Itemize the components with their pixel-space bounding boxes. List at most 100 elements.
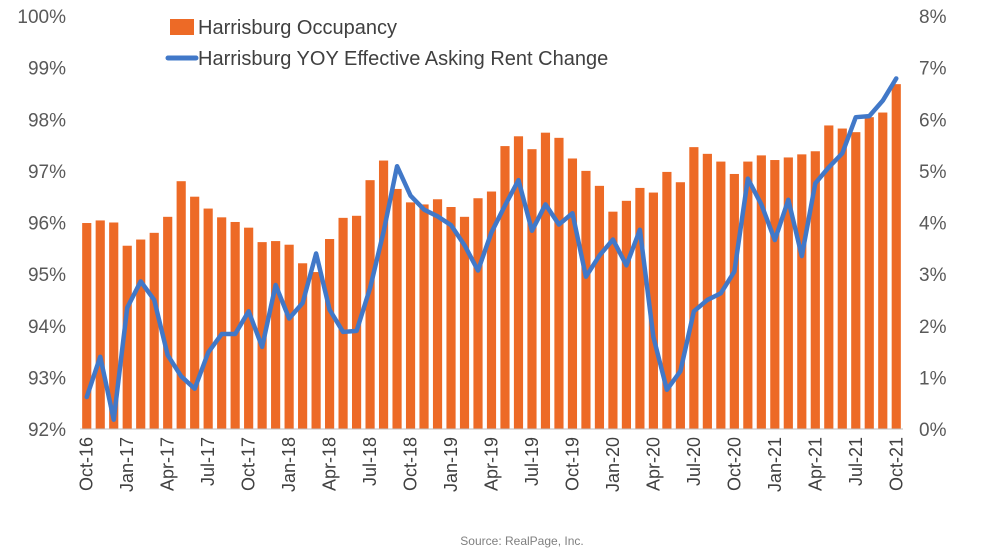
occupancy-bar <box>567 158 578 430</box>
occupancy-bars <box>82 84 901 430</box>
occupancy-bar <box>244 227 254 429</box>
occupancy-bar <box>365 180 375 429</box>
occupancy-bar <box>783 157 793 429</box>
legend-swatch-occupancy <box>170 19 194 35</box>
x-axis-tick-label: Oct-20 <box>724 437 744 491</box>
right-axis-tick-label: 0% <box>919 420 947 441</box>
x-axis-tick-label: Jan-17 <box>117 437 137 492</box>
occupancy-bar <box>810 151 820 429</box>
x-axis-tick-label: Jul-19 <box>522 437 542 486</box>
occupancy-bar <box>82 223 92 429</box>
x-axis-tick-label: Jan-18 <box>279 437 299 492</box>
occupancy-bar <box>513 136 524 430</box>
right-axis-tick-label: 7% <box>919 59 947 80</box>
occupancy-bar <box>109 222 119 429</box>
occupancy-bar <box>176 181 186 429</box>
x-axis-tick-label: Jan-20 <box>603 437 623 492</box>
x-axis-tick-label: Oct-16 <box>77 437 97 491</box>
occupancy-bar <box>851 132 861 429</box>
occupancy-bar <box>473 198 483 429</box>
x-axis-tick-label: Jul-20 <box>684 437 704 486</box>
occupancy-bar <box>163 216 173 429</box>
occupancy-bar <box>338 217 348 429</box>
rent-change-line <box>84 76 899 422</box>
occupancy-bar <box>136 239 146 429</box>
occupancy-bar <box>298 263 308 429</box>
occupancy-bar <box>689 147 699 429</box>
left-axis: 92% 93% 94% 95% 96% 97% 98% 99% 100% <box>17 7 66 441</box>
occupancy-bar <box>729 173 739 429</box>
x-axis-tick-label: Oct-18 <box>401 437 421 491</box>
occupancy-bar <box>230 221 240 429</box>
occupancy-bar <box>891 84 901 429</box>
left-axis-tick-label: 93% <box>28 368 66 389</box>
right-axis-tick-label: 4% <box>919 214 947 235</box>
x-axis-tick-label: Apr-17 <box>158 437 178 491</box>
occupancy-bar <box>419 204 429 429</box>
occupancy-bar <box>756 155 766 429</box>
occupancy-bar <box>500 146 510 429</box>
legend-label-occupancy: Harrisburg Occupancy <box>198 17 397 39</box>
occupancy-bar <box>662 171 672 429</box>
left-axis-tick-label: 94% <box>28 317 66 338</box>
occupancy-bar <box>95 220 105 429</box>
left-axis-tick-label: 95% <box>28 265 66 286</box>
rent-change-line-layer <box>84 76 899 422</box>
occupancy-bar <box>594 185 605 429</box>
occupancy-bar <box>527 149 537 429</box>
occupancy-bar <box>837 128 847 430</box>
occupancy-bar <box>486 191 497 429</box>
x-axis-tick-label: Jan-21 <box>765 437 785 492</box>
occupancy-bar <box>190 196 200 429</box>
x-axis-tick-label: Apr-18 <box>320 437 340 491</box>
occupancy-bar <box>405 202 416 429</box>
left-axis-tick-label: 97% <box>28 162 66 183</box>
occupancy-bar <box>770 160 780 429</box>
legend-label-rent-change: Harrisburg YOY Effective Asking Rent Cha… <box>198 48 608 70</box>
occupancy-bar <box>743 161 753 429</box>
occupancy-bar <box>824 125 834 429</box>
occupancy-bar <box>378 160 389 430</box>
left-axis-tick-label: 92% <box>28 420 66 441</box>
occupancy-bar <box>878 112 888 429</box>
right-axis-tick-label: 6% <box>919 110 947 131</box>
occupancy-bar <box>608 211 618 429</box>
occupancy-bar <box>122 245 132 429</box>
occupancy-bar <box>217 217 227 429</box>
x-axis-tick-label: Apr-21 <box>805 437 825 491</box>
left-axis-tick-label: 100% <box>17 7 66 28</box>
occupancy-bar <box>540 132 551 430</box>
x-axis-tick-label: Apr-20 <box>643 437 663 491</box>
x-axis-tick-label: Apr-19 <box>482 437 502 491</box>
occupancy-bar <box>864 117 874 430</box>
occupancy-bar <box>797 154 807 430</box>
occupancy-bar <box>554 137 564 429</box>
occupancy-bar <box>648 192 658 429</box>
left-axis-tick-label: 96% <box>28 214 66 235</box>
occupancy-bar <box>446 207 456 429</box>
occupancy-bar <box>392 188 402 429</box>
x-axis-tick-label: Jul-18 <box>360 437 380 486</box>
occupancy-bar <box>459 216 470 429</box>
x-axis-tick-label: Jan-19 <box>441 437 461 492</box>
occupancy-bar <box>621 200 631 429</box>
x-axis-tick-label: Jul-21 <box>846 437 866 486</box>
right-axis-tick-label: 1% <box>919 368 947 389</box>
x-axis-tick-label: Jul-17 <box>198 437 218 486</box>
right-axis-tick-label: 8% <box>919 7 947 28</box>
occupancy-bar <box>675 182 685 429</box>
occupancy-bar <box>702 153 712 429</box>
x-axis-tick-label: Oct-21 <box>886 437 906 491</box>
left-axis-tick-label: 99% <box>28 59 66 80</box>
legend: Harrisburg Occupancy Harrisburg YOY Effe… <box>165 17 608 70</box>
occupancy-bar <box>203 208 213 429</box>
x-axis-tick-label: Oct-17 <box>239 437 259 491</box>
occupancy-bar <box>271 241 281 429</box>
occupancy-bar <box>325 239 335 429</box>
occupancy-bar <box>351 215 362 429</box>
source-note: Source: RealPage, Inc. <box>460 534 583 548</box>
right-axis: 0% 1% 2% 3% 4% 5% 6% 7% 8% <box>919 7 947 441</box>
occupancy-bar <box>581 170 591 430</box>
right-axis-tick-label: 5% <box>919 162 947 183</box>
